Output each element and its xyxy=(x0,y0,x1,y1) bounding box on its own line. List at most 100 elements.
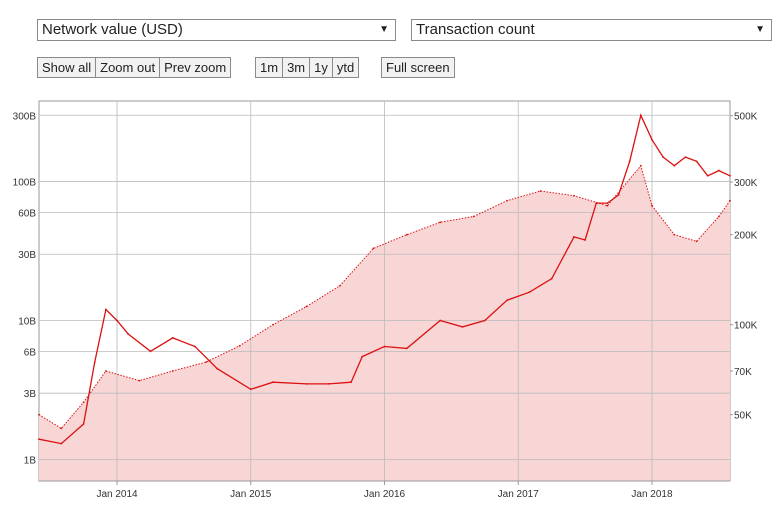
left-axis-tick-label: 10B xyxy=(18,317,36,328)
show-all-button[interactable]: Show all xyxy=(37,57,97,78)
network-value-point xyxy=(684,156,687,158)
left-axis-tick-label: 6B xyxy=(24,347,37,358)
network-value-point xyxy=(628,160,631,163)
network-value-point xyxy=(149,350,152,353)
right-axis-tick-label: 100K xyxy=(734,321,758,332)
fullscreen-button-group: Full screen xyxy=(381,57,455,78)
x-axis-tick-label: Jan 2017 xyxy=(498,489,540,500)
network-value-point xyxy=(695,160,698,163)
right-axis-tick-label: 300K xyxy=(734,178,758,189)
transaction-count-point xyxy=(339,284,341,287)
network-value-point xyxy=(405,347,408,350)
network-value-point xyxy=(93,361,96,364)
network-value-point xyxy=(639,114,642,117)
transaction-count-point xyxy=(673,233,676,236)
network-value-point xyxy=(595,202,598,204)
left-axis-tick-label: 300B xyxy=(13,111,37,122)
right-axis-tick-label: 50K xyxy=(734,411,752,422)
network-value-point xyxy=(729,174,731,177)
transaction-count-point xyxy=(651,204,653,207)
left-axis-tick-label: 60B xyxy=(18,208,36,219)
network-value-point xyxy=(194,345,196,348)
network-value-point xyxy=(662,156,665,158)
transaction-count-select-value: Transaction count xyxy=(416,21,535,38)
network-value-point xyxy=(82,423,85,425)
prev-zoom-button[interactable]: Prev zoom xyxy=(160,57,232,78)
transaction-count-point xyxy=(695,240,698,243)
range-1y-button[interactable]: 1y xyxy=(310,57,333,78)
network-value-point xyxy=(673,164,676,167)
transaction-count-point xyxy=(472,215,475,218)
x-axis-tick-label: Jan 2015 xyxy=(230,489,272,500)
network-value-point xyxy=(327,382,330,385)
transaction-count-point xyxy=(205,361,208,363)
network-value-point xyxy=(461,325,464,328)
network-value-point xyxy=(550,277,553,280)
network-value-point xyxy=(216,367,219,370)
left-axis-tick-label: 100B xyxy=(13,178,37,189)
network-value-point xyxy=(104,308,107,311)
transaction-count-point xyxy=(439,221,442,224)
zoom-button-group: Show all Zoom out Prev zoom xyxy=(37,57,232,78)
right-axis-tick-label: 70K xyxy=(734,367,752,378)
network-value-point xyxy=(38,438,40,441)
transaction-count-point xyxy=(405,233,408,236)
network-value-point xyxy=(127,333,130,335)
left-axis-tick-label: 3B xyxy=(24,389,37,400)
transaction-count-point xyxy=(238,344,241,347)
network-value-point xyxy=(305,382,308,385)
left-axis-tick-label: 30B xyxy=(18,250,36,261)
network-value-point xyxy=(350,381,352,384)
network-value-point xyxy=(383,345,386,348)
network-value-point xyxy=(483,319,486,322)
transaction-count-point xyxy=(372,247,375,250)
network-value-point xyxy=(706,174,709,177)
range-3m-button[interactable]: 3m xyxy=(283,57,311,78)
network-value-point xyxy=(584,239,587,241)
network-value-select[interactable]: Network value (USD) ▼ xyxy=(37,19,396,41)
range-1m-button[interactable]: 1m xyxy=(255,57,284,78)
network-value-point xyxy=(617,194,620,196)
x-axis-tick-label: Jan 2014 xyxy=(96,489,138,500)
network-value-point xyxy=(717,169,720,172)
network-value-point xyxy=(573,235,575,238)
right-axis-tick-label: 200K xyxy=(734,231,758,242)
range-button-group: 1m 3m 1y ytd xyxy=(255,57,360,78)
dropdown-arrow-icon: ▼ xyxy=(755,24,765,35)
fullscreen-button[interactable]: Full screen xyxy=(381,57,455,78)
transaction-count-point xyxy=(717,215,720,218)
network-value-point xyxy=(116,319,118,322)
zoom-out-button[interactable]: Zoom out xyxy=(96,57,161,78)
transaction-count-point xyxy=(38,413,40,416)
transaction-count-point xyxy=(138,379,141,382)
dropdown-arrow-icon: ▼ xyxy=(379,24,389,35)
transaction-count-point xyxy=(305,305,308,308)
network-value-point xyxy=(528,291,531,294)
network-value-point xyxy=(651,138,653,141)
transaction-count-point xyxy=(729,199,731,202)
transaction-count-point xyxy=(639,164,642,167)
x-axis-tick-label: Jan 2016 xyxy=(364,489,406,500)
transaction-count-point xyxy=(506,199,508,202)
transaction-count-point xyxy=(104,370,107,372)
network-value-point xyxy=(171,336,174,339)
network-value-point xyxy=(506,299,508,302)
network-value-point xyxy=(361,355,364,358)
transaction-count-point xyxy=(272,323,274,326)
network-value-select-value: Network value (USD) xyxy=(42,21,183,38)
network-value-point xyxy=(249,388,252,391)
transaction-count-point xyxy=(539,190,542,192)
x-axis-tick-label: Jan 2018 xyxy=(631,489,673,500)
network-value-point xyxy=(272,381,274,384)
transaction-count-point xyxy=(60,427,63,430)
network-value-line xyxy=(38,113,731,445)
network-value-point xyxy=(439,319,442,322)
range-ytd-button[interactable]: ytd xyxy=(332,57,360,78)
transaction-count-point xyxy=(573,194,575,197)
transaction-count-point xyxy=(82,401,85,404)
transaction-count-select[interactable]: Transaction count ▼ xyxy=(411,19,772,41)
network-value-point xyxy=(606,202,609,204)
right-axis-tick-label: 500K xyxy=(734,112,758,123)
transaction-count-point xyxy=(606,204,609,207)
